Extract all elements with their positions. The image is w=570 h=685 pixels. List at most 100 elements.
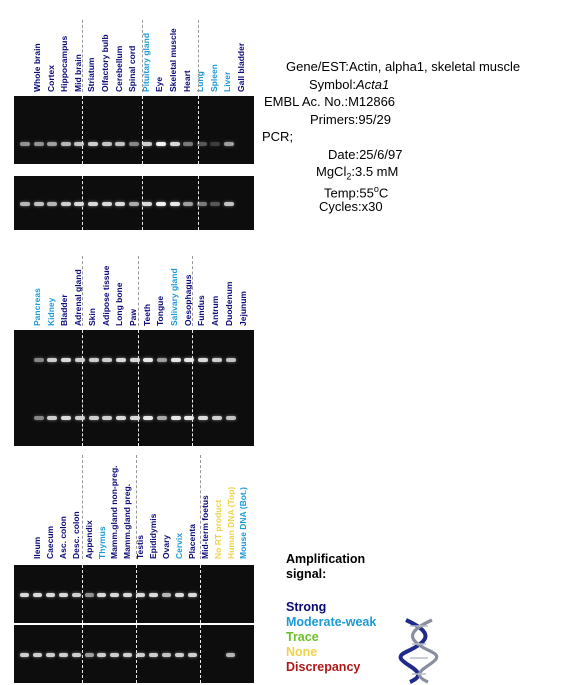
gel-band — [88, 141, 98, 146]
lane-separator — [198, 176, 199, 230]
lane-label: Kidney — [45, 297, 56, 326]
lane-label: Long bone — [114, 282, 125, 326]
lane-label: Thymus — [96, 526, 107, 559]
gel-band — [47, 358, 58, 362]
lane-label: Epididymis — [148, 513, 159, 559]
temp-value: 55 — [359, 184, 374, 200]
gel-band — [143, 416, 154, 420]
gel-band — [136, 653, 146, 658]
lane-label: Mouse DNA (Bot.) — [238, 487, 249, 559]
gel-band — [226, 653, 236, 658]
gel-band — [88, 202, 98, 207]
gel-band — [129, 416, 140, 420]
lane-label: Cerebellum — [113, 45, 124, 92]
gel-image-3-top — [14, 565, 254, 623]
lane-separator — [82, 96, 83, 164]
lane-label: Gall bladder — [236, 42, 246, 92]
legend-title-line2: signal: — [286, 567, 327, 581]
temp-degree: o — [373, 183, 379, 194]
lane-label: Fundus — [196, 295, 207, 326]
gel-band — [47, 202, 58, 207]
lane-separator — [136, 455, 137, 559]
lane-label: Salivary gland — [169, 268, 179, 326]
legend-title: Amplification signal: — [286, 552, 376, 582]
legend-none: None — [286, 645, 318, 659]
lane-label: Olfactory bulb — [100, 34, 110, 92]
gel-band — [58, 593, 68, 598]
gel-band — [142, 202, 153, 207]
gel-band — [157, 358, 167, 362]
primers-row: Primers:95/29 — [262, 111, 520, 129]
gel-band — [84, 653, 94, 658]
lane-separator — [192, 256, 193, 326]
gel-band — [196, 202, 207, 207]
gel-band — [183, 141, 194, 146]
gel-band — [129, 358, 140, 362]
lane-label: Desc. colon — [70, 511, 81, 559]
gel-image-1-bottom — [14, 176, 254, 230]
lane-label: Eye — [154, 76, 165, 92]
lane-labels-1: Whole brain Cortex Hippocampus Mid brain Str… — [14, 20, 254, 92]
mgcl-row: MgCl2:3.5 mM — [262, 163, 520, 182]
gel-band — [45, 593, 55, 598]
gel-band — [33, 141, 44, 146]
lane-separator — [82, 256, 83, 326]
lane-separator — [136, 625, 137, 683]
gel-band — [20, 141, 30, 146]
gel-panel-1: Whole brain Cortex Hippocampus Mid brain Str… — [14, 20, 254, 230]
gel-band — [33, 358, 44, 362]
lane-labels-2: Pancreas Kidney Bladder Adrenal gland Skin Ad… — [14, 256, 254, 326]
gel-band — [123, 653, 133, 658]
gel-band — [149, 653, 158, 658]
gel-band — [224, 202, 234, 207]
gel-band — [174, 653, 184, 658]
gel-band — [97, 653, 107, 658]
gel-band — [128, 202, 139, 207]
lane-separator — [82, 625, 83, 683]
gel-band — [102, 416, 113, 420]
lane-label: Liver — [222, 71, 233, 92]
lane-label: Antrum — [210, 295, 221, 326]
gel-band — [74, 358, 85, 362]
lane-label: Adipose tissue — [100, 265, 111, 326]
primers-key: Primers: — [310, 111, 359, 127]
lane-label: Skin — [86, 308, 97, 326]
lane-separator — [142, 176, 143, 230]
gel-band — [61, 358, 72, 362]
gel-band — [74, 141, 85, 146]
gel-band — [61, 416, 72, 420]
gene-key: Gene/EST: — [286, 59, 349, 74]
lane-separator — [192, 330, 193, 390]
mgcl-key: MgCl — [316, 164, 347, 179]
cycles-key: Cycles: — [319, 199, 362, 214]
gel-band — [88, 358, 99, 362]
gel-band — [161, 593, 171, 598]
lane-label: Caecum — [44, 525, 55, 559]
gel-band — [115, 416, 126, 420]
lane-separator — [198, 20, 199, 92]
cycles-value: x30 — [361, 199, 383, 214]
lane-label: Tongue — [155, 295, 166, 326]
lane-label: Mid-term foetus — [199, 495, 210, 559]
temp-key: Temp: — [324, 184, 360, 200]
date-key: Date: — [328, 146, 360, 162]
gel-band — [225, 358, 236, 362]
lane-label: Paw — [127, 308, 138, 326]
gel-band — [123, 593, 133, 598]
lane-label: Pancreas — [32, 288, 42, 326]
lane-label: Appendix — [83, 520, 94, 559]
gel-band — [198, 358, 209, 362]
legend-moderate-weak: Moderate-weak — [286, 615, 377, 629]
lane-separator — [82, 176, 83, 230]
lane-separator — [138, 390, 139, 446]
embl-key: EMBL Ac. No.: — [264, 94, 349, 109]
lane-label: Skeletal muscle — [168, 28, 178, 92]
gel-band — [84, 593, 94, 598]
lane-label: Spleen — [208, 64, 219, 92]
lane-separator — [142, 20, 143, 92]
gel-band — [102, 358, 113, 362]
lane-label: Asc. colon — [57, 516, 68, 559]
gel-band — [58, 653, 68, 658]
lane-label: Bladder — [59, 294, 70, 326]
lane-label: Heart — [181, 70, 192, 92]
